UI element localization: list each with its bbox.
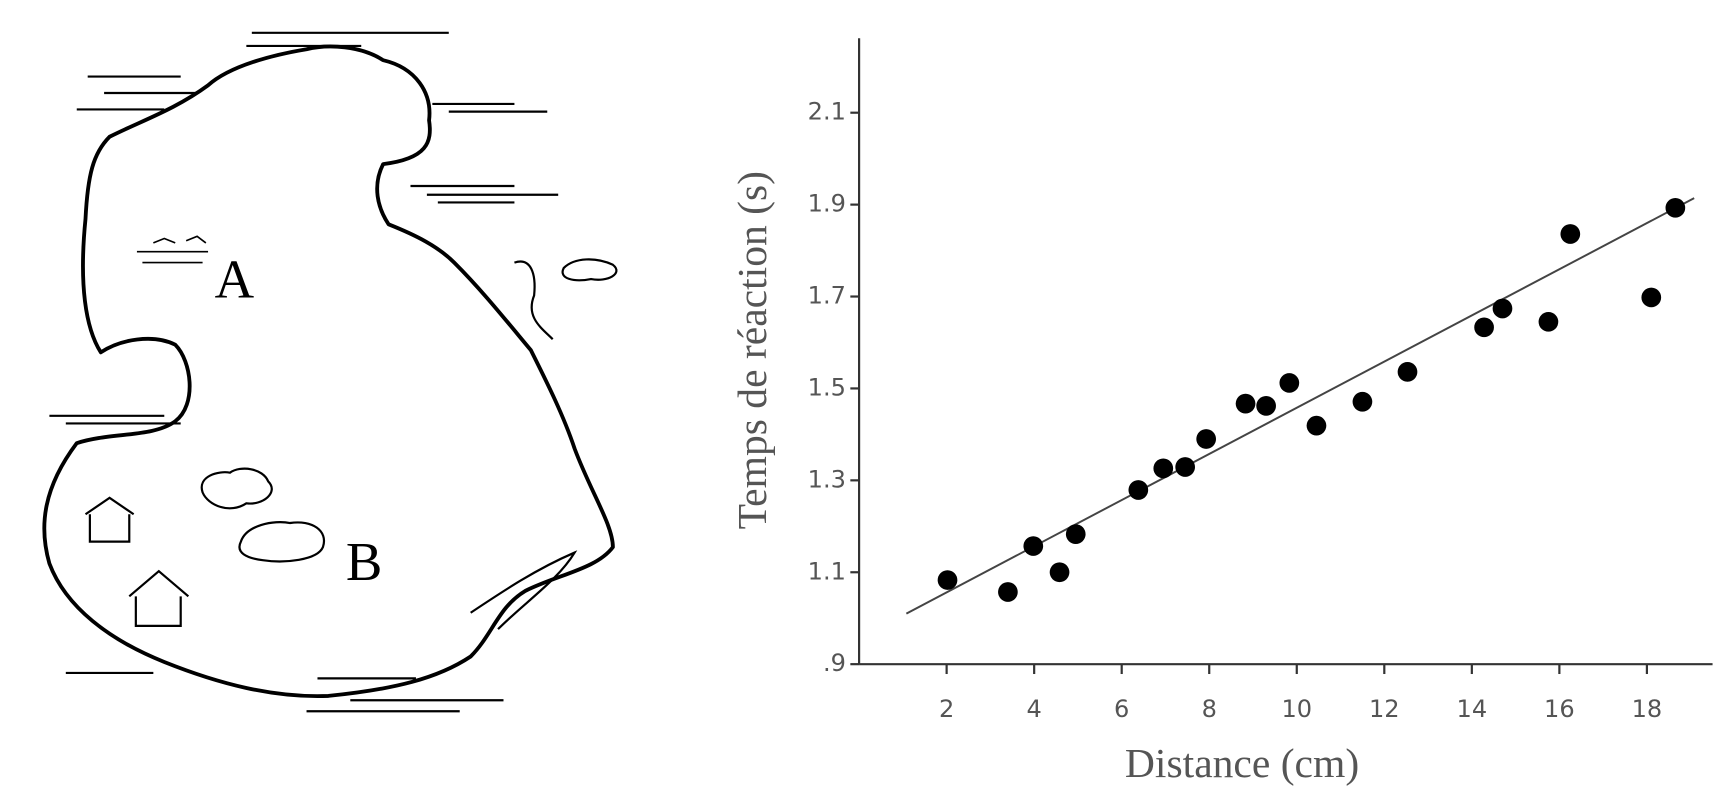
x-tick-label: 14: [1457, 695, 1488, 723]
data-point: [1065, 524, 1086, 544]
y-tick-label: 1.1: [808, 557, 846, 585]
river: [514, 260, 554, 340]
data-point: [1279, 373, 1300, 393]
data-point: [1128, 480, 1149, 500]
y-tick-label: 1.5: [808, 373, 846, 401]
data-point: [1153, 458, 1174, 479]
x-tick-label: 8: [1202, 695, 1217, 723]
islet: [561, 258, 618, 282]
data-point: [1175, 457, 1196, 477]
data-point: [1235, 393, 1256, 414]
data-point: [1641, 287, 1662, 308]
data-point: [998, 582, 1018, 602]
village-a: [136, 235, 209, 264]
data-point: [1196, 429, 1217, 449]
data-point: [1665, 197, 1686, 218]
x-tick-label: 6: [1114, 695, 1129, 723]
peninsula: [470, 550, 578, 630]
data-point: [1397, 362, 1418, 382]
data-point: [1049, 562, 1070, 583]
island-outline: [42, 44, 615, 699]
map-label: A: [215, 249, 255, 310]
x-tick-label: 4: [1027, 695, 1042, 723]
y-tick-label: 1.3: [808, 465, 846, 493]
data-point: [1023, 536, 1044, 556]
scatter-plot: Distance (cm) Temps de réaction (s) 2 4 6 8…: [729, 38, 1713, 787]
house-2: [128, 569, 190, 627]
pond: [238, 521, 326, 563]
y-tick-label: 1.7: [808, 282, 846, 310]
house-1: [84, 496, 135, 543]
x-tick-label: 12: [1369, 695, 1400, 723]
x-tick-label: 18: [1632, 695, 1663, 723]
x-tick-label: 10: [1281, 695, 1312, 723]
data-point: [1492, 298, 1513, 319]
data-point: [1256, 396, 1276, 416]
x-tick-label: 2: [939, 695, 954, 723]
x-tick-label: 16: [1544, 695, 1575, 723]
y-tick-label: 1.9: [808, 190, 846, 218]
x-axis-title: Distance (cm): [1125, 740, 1359, 787]
data-point: [1474, 317, 1494, 338]
y-tick-label: .9: [823, 649, 846, 677]
data-point: [937, 570, 958, 590]
data-point: [1306, 415, 1327, 436]
data-point: [1538, 311, 1559, 332]
y-tick-label: 2.1: [808, 98, 846, 126]
clouds: [49, 31, 559, 713]
data-point: [1352, 391, 1373, 412]
y-axis-title: Temps de réaction (s): [729, 171, 776, 529]
trend-line: [905, 197, 1695, 615]
island-map: A B: [42, 31, 618, 713]
forest: [200, 467, 273, 510]
data-point: [1560, 224, 1581, 244]
map-label: B: [346, 531, 382, 592]
